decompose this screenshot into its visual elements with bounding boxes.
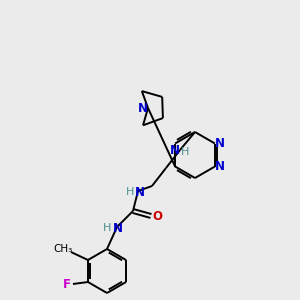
Text: H: H: [103, 223, 111, 233]
Text: N: N: [113, 221, 123, 235]
Text: CH₃: CH₃: [53, 244, 73, 254]
Text: N: N: [138, 103, 148, 116]
Text: N: N: [135, 185, 145, 199]
Text: H: H: [181, 147, 189, 157]
Text: N: N: [215, 160, 225, 173]
Text: N: N: [170, 145, 180, 158]
Text: F: F: [63, 278, 71, 290]
Text: O: O: [152, 209, 162, 223]
Text: N: N: [215, 137, 225, 150]
Text: H: H: [126, 187, 134, 197]
